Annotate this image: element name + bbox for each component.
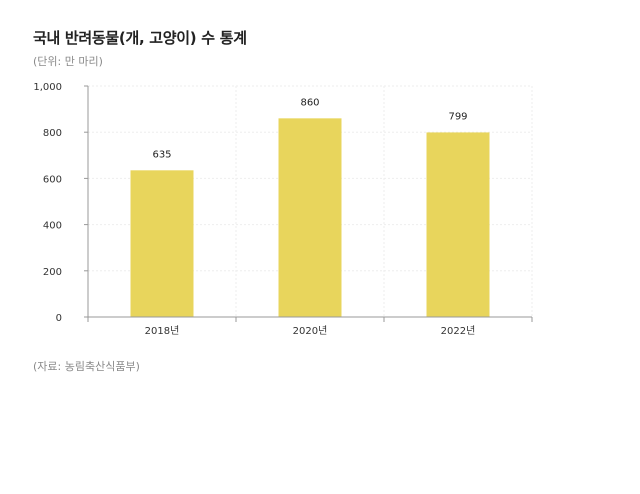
- axes: [84, 85, 533, 322]
- source-note: (자료: 농림축산식품부): [33, 360, 140, 373]
- data-label: 635: [152, 149, 171, 160]
- data-label: 799: [448, 111, 467, 122]
- x-tick-label: 2020년: [293, 325, 328, 337]
- bar-2018년: [130, 170, 194, 317]
- x-tick-label: 2018년: [145, 325, 180, 337]
- bar-2022년: [426, 132, 490, 317]
- labels: 0 200 400 600 800 1,000 635 2018년 860 2020년 799 202…: [33, 82, 475, 337]
- y-tick-label: 0: [56, 313, 62, 324]
- y-tick-label: 400: [43, 221, 62, 232]
- y-tick-label: 600: [43, 174, 62, 185]
- bar-2020년: [278, 118, 342, 317]
- bars: [130, 118, 490, 317]
- chart-title: 국내 반려동물(개, 고양이) 수 통계: [33, 29, 247, 47]
- y-tick-label: 200: [43, 267, 62, 278]
- y-tick-label: 800: [43, 128, 62, 139]
- unit-label: (단위: 만 마리): [33, 55, 103, 68]
- data-label: 860: [300, 97, 319, 108]
- x-tick-label: 2022년: [441, 325, 476, 337]
- y-tick-label: 1,000: [33, 82, 62, 93]
